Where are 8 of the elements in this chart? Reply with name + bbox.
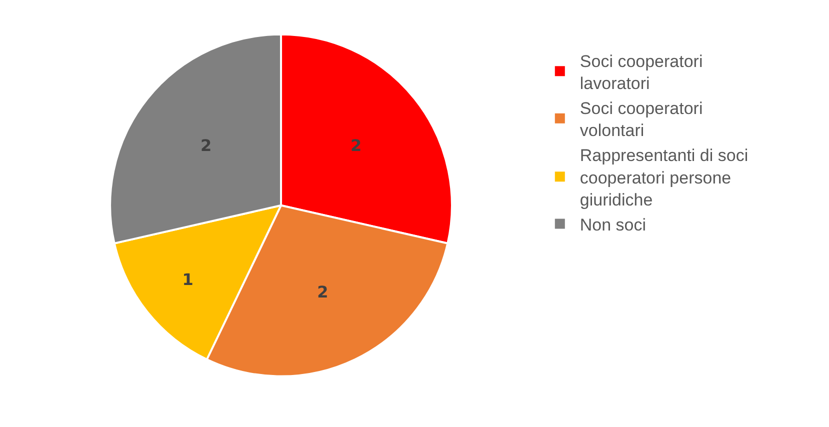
legend-label: Non soci xyxy=(580,215,646,234)
legend-label: Soci cooperatori lavoratori xyxy=(580,52,703,93)
data-label: 2 xyxy=(200,136,212,156)
data-label: 2 xyxy=(350,136,362,156)
legend-label: Rappresentanti di soci cooperatori persone giuridiche xyxy=(580,146,748,210)
legend-label: Soci cooperatori volontari xyxy=(580,98,703,140)
data-label: 1 xyxy=(182,270,194,290)
data-label: 2 xyxy=(317,282,328,302)
